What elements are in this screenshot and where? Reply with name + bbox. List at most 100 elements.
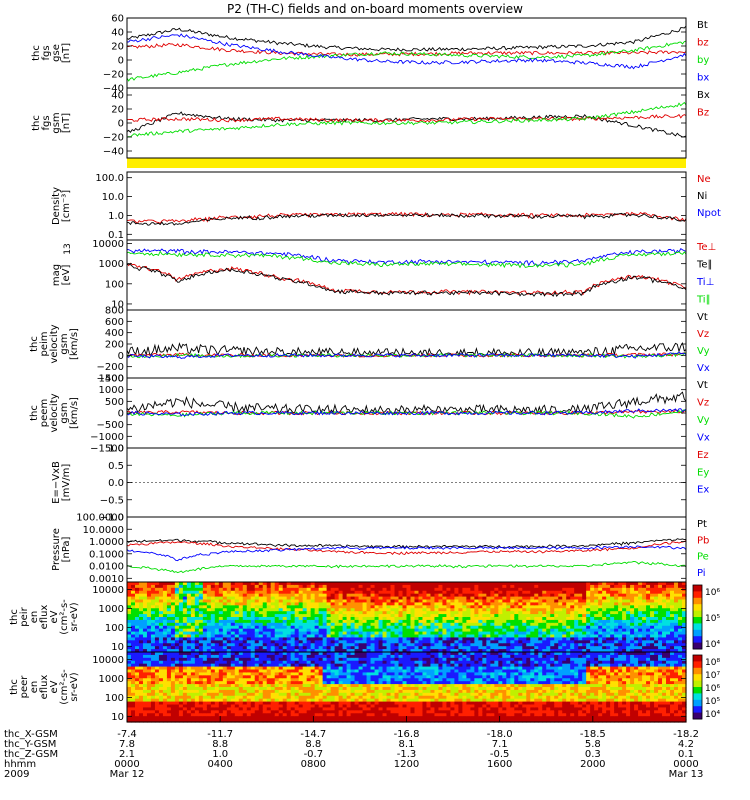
y-axis-label: thc peem velocity gsm [km/s]: [29, 393, 80, 432]
x-tick-label: -18.2: [673, 729, 699, 740]
legend-bx: bx: [697, 73, 709, 84]
colorbar-step: [693, 711, 702, 714]
x-tick-label: 0000: [114, 759, 139, 770]
y-axis-label-line: gsm: [59, 333, 70, 354]
y-tick-label: 0: [118, 119, 124, 130]
series-line-Bt: [126, 25, 687, 52]
colorbar-step: [693, 666, 702, 669]
y-tick-label: 60: [111, 14, 124, 25]
y-axis-label-line: en: [29, 681, 40, 694]
series-line-Pb: [126, 540, 687, 556]
y-tick-label: 0.5: [108, 461, 124, 472]
y-tick-label: −40: [103, 84, 124, 95]
colorbar-step: [693, 672, 702, 675]
y-axis-label-line: mag: [51, 264, 62, 286]
panel-frame: [126, 239, 687, 311]
legend-Pi: Pi: [697, 568, 706, 579]
x-tick-label: -0.7: [304, 749, 324, 760]
legend-Ey: Ey: [697, 467, 709, 478]
legend-Bt: Bt: [697, 20, 708, 31]
legend-Te∥: Te∥: [696, 260, 713, 271]
colorbar-step: [693, 655, 702, 658]
x-tick-label: -11.7: [207, 729, 233, 740]
x-tick-label: -0.5: [490, 749, 510, 760]
y-tick-label: 800: [105, 306, 124, 317]
y-axis-label-line: Pressure: [51, 528, 62, 571]
x-tick-label: 7.8: [119, 739, 135, 750]
y-tick-label: −200: [97, 362, 124, 373]
y-axis-label: thc peer en eflux eV (cm²-s-sr-eV): [9, 669, 80, 705]
legend-Pe: Pe: [697, 552, 709, 563]
colorbar-step: [693, 674, 702, 677]
y-axis-label-line: sr-eV): [69, 672, 80, 701]
colorbar-step: [693, 596, 702, 599]
x-tick-label: 2000: [580, 759, 605, 770]
colorbar-step: [693, 661, 702, 664]
colorbar-step: [693, 641, 702, 644]
y-tick-label: 500: [105, 397, 124, 408]
legend-Ti∥: Ti∥: [696, 295, 711, 306]
colorbar-tick-label: 10⁵: [705, 614, 720, 624]
colorbar: 10⁸ 10⁷ 10⁶ 10⁵ 10⁴: [692, 654, 720, 720]
x-tick-label: -18.5: [580, 729, 606, 740]
colorbar-step: [693, 715, 702, 718]
x-row-label: hhmm: [4, 759, 36, 770]
x-tick-label: 1200: [394, 759, 419, 770]
y-axis-label-line: [nPa]: [61, 536, 72, 562]
legend-Vy: Vy: [697, 346, 710, 357]
series-line-bx: [126, 33, 687, 70]
colorbar-step: [693, 685, 702, 688]
series-line-by: [126, 40, 687, 82]
y-axis-label-line: velocity: [49, 324, 60, 363]
colorbar-step: [693, 696, 702, 699]
series-line-Vx: [126, 351, 687, 360]
colorbar-step: [693, 615, 702, 618]
y-axis-label-line: thc: [29, 336, 40, 352]
x-tick-label: 0800: [301, 759, 326, 770]
colorbar-step: [693, 593, 702, 596]
y-tick-label: 0: [118, 56, 124, 67]
colorbar-step: [693, 644, 702, 647]
legend-Ni: Ni: [697, 191, 707, 202]
y-axis-label-line: gsm: [51, 112, 62, 133]
colorbar-step: [693, 621, 702, 624]
colorbar-step: [693, 623, 702, 626]
y-axis-label: thc fgs gsm [nT]: [31, 112, 72, 133]
colorbar-step: [693, 645, 702, 648]
y-tick-label: −0.5: [100, 495, 124, 506]
colorbar-step: [693, 703, 702, 706]
legend-Te⊥: Te⊥: [696, 242, 716, 253]
series-line-Te⊥: [126, 262, 687, 296]
colorbar-step: [693, 671, 702, 674]
x-tick-label: Mar 13: [669, 769, 704, 780]
y-axis-label-line: sr-eV): [69, 602, 80, 631]
legend-Vx: Vx: [697, 433, 710, 444]
colorbar-step: [693, 633, 702, 636]
colorbar-step: [693, 659, 702, 662]
x-row-label: 2009: [4, 769, 29, 780]
y-tick-label: −1500: [90, 444, 124, 455]
y-axis-label: Density [cm⁻³]: [51, 187, 72, 225]
x-tick-label: -7.4: [117, 729, 137, 740]
y-tick-label: 40: [111, 28, 124, 39]
y-tick-label: 20: [111, 42, 124, 53]
y-tick-label: 0.0: [108, 478, 124, 489]
legend-Npot: Npot: [697, 208, 721, 219]
colorbar-step: [693, 699, 702, 702]
colorbar-step: [693, 609, 702, 612]
colorbar-step: [693, 680, 702, 683]
panel-fgs-gsm: 40 20 0 −20 −40 thc fgs gsm [nT] Bx Bz: [31, 87, 710, 159]
x-tick-label: 0.1: [678, 749, 694, 760]
y-tick-label: −500: [97, 420, 124, 431]
y-axis-label-line: peem: [39, 399, 50, 427]
spectrogram-cells: [127, 582, 687, 653]
colorbar-step: [693, 612, 702, 615]
colorbar-step: [693, 709, 702, 712]
colorbar-step: [693, 636, 702, 639]
x-tick-label: 8.8: [305, 739, 321, 750]
y-tick-label: −1000: [90, 432, 124, 443]
colorbar-step: [693, 625, 702, 628]
series-line-bz: [126, 42, 687, 57]
y-axis-label-line: thc: [31, 45, 42, 61]
y-axis-label: E=−VxB [mV/m]: [51, 461, 72, 504]
